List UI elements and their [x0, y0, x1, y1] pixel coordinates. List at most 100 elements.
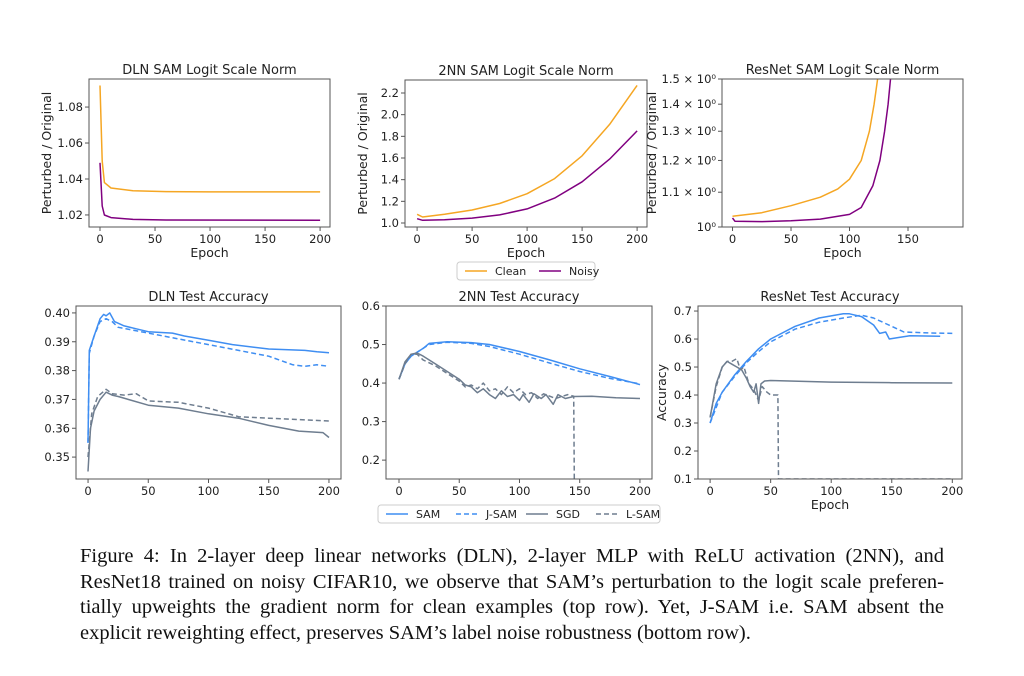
x-tick-label: 100: [516, 232, 538, 246]
y-tick-label: 0.36: [44, 421, 70, 435]
y-tick-label: 1.4: [381, 173, 399, 187]
chart-title: 2NN SAM Logit Scale Norm: [438, 64, 613, 79]
x-tick-label: 200: [309, 232, 331, 246]
series-line-l-sam: [398, 353, 576, 479]
series-line-sam: [87, 312, 330, 443]
x-tick-label: 0: [706, 484, 713, 498]
y-tick-label: 0.1: [674, 472, 692, 486]
legend-frame: [456, 261, 596, 281]
series-line-clean: [416, 84, 638, 218]
x-tick-label: 0: [729, 232, 736, 246]
y-tick-label: 0.4: [362, 376, 380, 390]
x-axis-label: Epoch: [507, 245, 545, 260]
legend-label-sam: SAM: [416, 508, 440, 521]
x-tick-label: 100: [198, 484, 220, 498]
y-tick-label: 1.1 × 10⁰: [662, 185, 717, 199]
y-tick-label: 0.6: [674, 332, 692, 346]
x-tick-label: 0: [395, 484, 402, 498]
caption-line: Figure 4: In 2-layer deep linear network…: [80, 545, 944, 567]
x-tick-label: 150: [897, 232, 919, 246]
series-line-clean: [732, 79, 879, 217]
y-tick-label: 1.02: [57, 208, 83, 222]
x-tick-label: 150: [881, 484, 903, 498]
x-tick-label: 0: [84, 484, 91, 498]
chart-dln-test-accuracy: 0 50 100 150 200 0.35 0.36 0.37 0.38 0.39 0.40 DLN …: [44, 290, 342, 498]
x-tick-label: 50: [784, 232, 799, 246]
series-line-noisy: [731, 79, 892, 223]
legend-label-l-sam: L-SAM: [626, 508, 660, 521]
y-tick-label: 1.2: [381, 194, 399, 208]
y-tick-label: 1.4 × 10⁰: [662, 97, 717, 111]
y-tick-label: 0.3: [674, 416, 692, 430]
x-tick-label: 150: [569, 484, 591, 498]
y-tick-label: 0.35: [44, 450, 70, 464]
x-tick-label: 50: [141, 484, 156, 498]
x-tick-label: 100: [820, 484, 842, 498]
y-tick-label: 1.08: [57, 100, 83, 114]
legend-label-sgd: SGD: [556, 508, 580, 521]
chart-title: 2NN Test Accuracy: [459, 290, 580, 305]
x-tick-label: 0: [96, 232, 103, 246]
y-tick-label: 0.5: [674, 360, 692, 374]
y-axis-label: Accuracy: [654, 363, 669, 421]
chart-resnet-sam-logit-scale-norm: 0 50 100 150 10⁰ 1.1 × 10⁰ 1.2 × 10⁰ 1.3 × 10⁰ 1…: [644, 63, 964, 260]
y-tick-label: 0.38: [44, 364, 70, 378]
x-tick-label: 50: [465, 232, 480, 246]
y-tick-label: 0.40: [44, 306, 70, 320]
series-line-l-sam: [87, 388, 330, 458]
y-axis-label: Perturbed / Original: [355, 92, 370, 215]
x-axis-label: Epoch: [811, 497, 849, 512]
legend-label-noisy: Noisy: [569, 265, 600, 278]
chart-title: ResNet SAM Logit Scale Norm: [746, 63, 940, 78]
y-axis-label: Perturbed / Original: [644, 92, 659, 215]
chart-title: ResNet Test Accuracy: [760, 290, 900, 305]
chart-resnet-test-accuracy: 0 50 100 150 200 0.1 0.2 0.3 0.4 0.5 0.6 0.7 ResNet …: [654, 290, 963, 512]
series-line-sgd: [709, 360, 953, 418]
x-tick-label: 200: [941, 484, 963, 498]
axes-frame: [404, 79, 648, 228]
y-tick-label: 0.6: [362, 299, 380, 313]
y-tick-label: 0.4: [674, 388, 692, 402]
chart-title: DLN SAM Logit Scale Norm: [122, 63, 296, 78]
y-tick-label: 1.6: [381, 151, 399, 165]
x-tick-label: 0: [413, 232, 420, 246]
series-line-noisy: [99, 162, 321, 222]
y-tick-label: 0.39: [44, 335, 70, 349]
chart-2nn-test-accuracy: 0 50 100 150 200 0.2 0.3 0.4 0.5 0.6 2NN Test Accu…: [362, 290, 653, 498]
series-line-l-sam: [709, 357, 953, 479]
caption-line: explicit reweighting effect, preserves S…: [80, 621, 751, 644]
legend: Clean Noisy: [456, 261, 600, 281]
x-axis-label: Epoch: [190, 245, 228, 260]
axes-frame: [75, 305, 342, 480]
x-tick-label: 150: [254, 232, 276, 246]
y-tick-label: 0.5: [362, 338, 380, 352]
y-tick-label: 2.0: [381, 108, 399, 122]
axes-frame: [697, 305, 963, 480]
legend-frame: [377, 504, 661, 524]
x-tick-label: 200: [318, 484, 340, 498]
y-tick-label: 1.3 × 10⁰: [662, 124, 717, 138]
y-tick-label: 0.2: [674, 444, 692, 458]
y-tick-label: 0.2: [362, 453, 380, 467]
y-tick-label: 1.2 × 10⁰: [662, 153, 717, 167]
x-tick-label: 100: [509, 484, 531, 498]
y-tick-label: 1.5 × 10⁰: [662, 72, 717, 86]
x-tick-label: 150: [571, 232, 593, 246]
y-tick-label: 10⁰: [697, 220, 717, 234]
x-tick-label: 200: [626, 232, 648, 246]
y-tick-label: 2.2: [381, 86, 399, 100]
series-line-sam: [709, 313, 941, 424]
x-tick-label: 150: [258, 484, 280, 498]
y-tick-label: 1.0: [381, 216, 399, 230]
figure-caption: Figure 4: In 2-layer deep linear network…: [80, 544, 944, 646]
caption-line: tially upweights the gradient norm for c…: [80, 596, 944, 618]
y-axis-label: Perturbed / Original: [39, 92, 54, 215]
x-tick-label: 100: [839, 232, 861, 246]
series-line-j-sam: [709, 314, 953, 424]
y-tick-label: 1.06: [57, 136, 83, 150]
y-tick-label: 0.3: [362, 415, 380, 429]
x-tick-label: 50: [763, 484, 778, 498]
chart-dln-sam-logit-scale-norm: 0 50 100 150 200 1.02 1.04 1.06 1.08 DLN SAM Logi…: [39, 63, 331, 260]
series-line-sgd: [398, 352, 641, 406]
series-line-j-sam: [398, 341, 641, 385]
